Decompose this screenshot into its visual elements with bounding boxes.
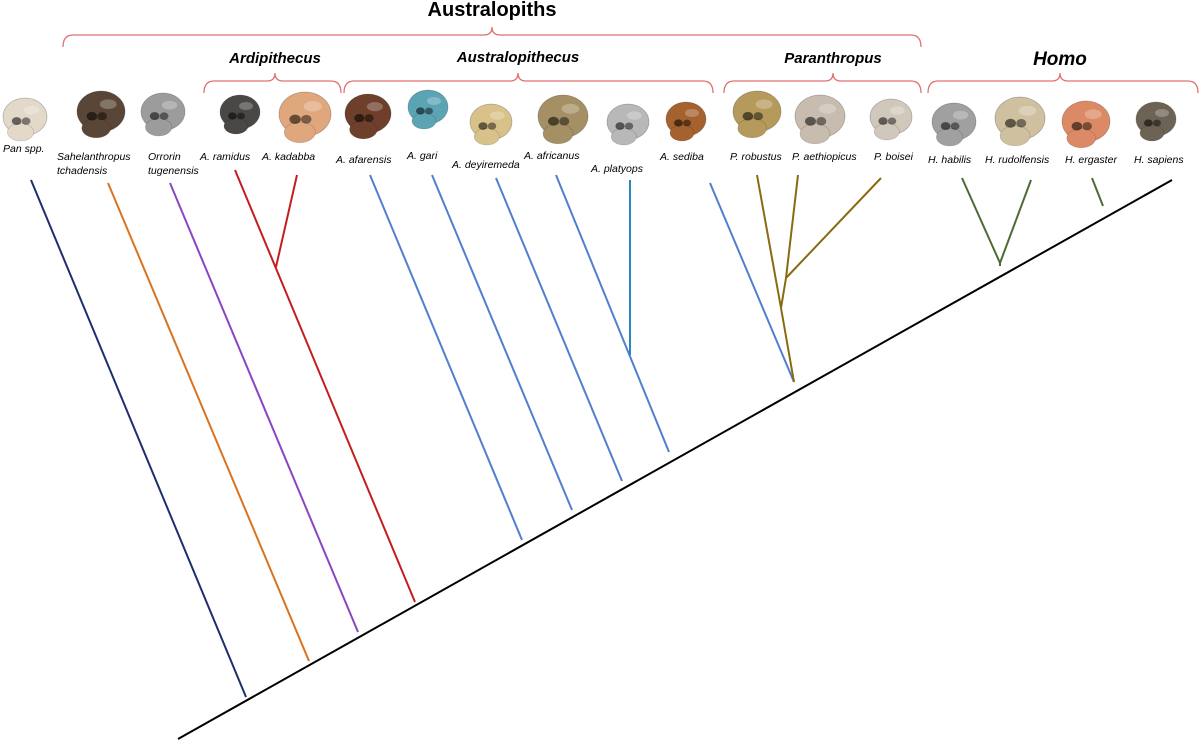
taxon-label-ergaster: H. ergaster — [1065, 154, 1117, 166]
deyiremeda-skull-icon — [469, 103, 513, 146]
branch-sahel — [107, 182, 310, 662]
boisei-skull-icon — [869, 98, 913, 141]
platyops-skull-icon — [606, 103, 650, 146]
rudolfensis-skull-icon — [994, 96, 1046, 147]
trunk-line — [177, 179, 1173, 740]
australopithecus-bracket — [343, 72, 714, 94]
branch-paranthropus-node — [780, 277, 787, 309]
group-labels: Australopiths Ardipithecus Australopithe… — [228, 0, 1087, 70]
branch-aethiopicus — [785, 174, 799, 279]
taxon-label-gari: A. gari — [406, 150, 438, 162]
africanus-skull-icon — [537, 94, 589, 145]
paranthropus-bracket — [723, 72, 922, 94]
taxon-label-sahel: Sahelanthropus tchadensis — [57, 151, 131, 177]
branch-afarensis — [369, 174, 523, 541]
taxon-label-rudolfensis: H. rudolfensis — [985, 154, 1050, 166]
sahel-skull-icon — [76, 90, 126, 139]
branch-ramidus — [234, 169, 416, 603]
kadabba-skull-icon — [278, 91, 332, 144]
group-brackets — [62, 26, 1199, 94]
pan-skull-icon — [2, 97, 48, 142]
taxon-label-pan: Pan spp. — [3, 143, 44, 155]
branch-ergaster — [1091, 177, 1104, 207]
taxon-label-deyiremeda: A. deyiremeda — [451, 159, 520, 171]
taxon-label-afarensis: A. afarensis — [335, 154, 392, 166]
orrorin-skull-icon — [140, 92, 186, 137]
australopiths-label: Australopiths — [428, 0, 557, 21]
branch-paranthropus-stem — [780, 307, 795, 383]
branch-kadabba — [275, 174, 298, 268]
taxon-label-aethiopicus: P. aethiopicus — [792, 151, 857, 163]
ergaster-skull-icon — [1061, 100, 1111, 149]
branch-sediba — [709, 182, 795, 383]
aethiopicus-skull-icon — [794, 94, 846, 145]
paranthropus-label: Paranthropus — [784, 50, 882, 67]
taxon-label-platyops: A. platyops — [590, 163, 644, 175]
branches — [30, 169, 1173, 740]
australopiths-bracket — [62, 26, 922, 48]
homo-label: Homo — [1033, 49, 1087, 70]
sediba-skull-icon — [665, 101, 707, 142]
branch-deyiremeda — [495, 177, 623, 482]
branch-rudolfensis — [999, 179, 1032, 264]
taxon-label-boisei: P. boisei — [874, 151, 914, 163]
taxon-label-robustus: P. robustus — [730, 151, 783, 163]
taxon-label-habilis: H. habilis — [928, 154, 972, 166]
branch-africanus — [555, 174, 670, 453]
taxon-label-africanus: A. africanus — [523, 150, 580, 162]
australopithecus-label: Australopithecus — [456, 49, 580, 66]
taxon-label-sapiens: H. sapiens — [1134, 154, 1184, 166]
robustus-skull-icon — [732, 90, 782, 139]
sapiens-skull-icon — [1135, 101, 1177, 142]
homo-bracket — [927, 72, 1199, 94]
habilis-skull-icon — [931, 102, 977, 147]
ardipithecus-bracket — [203, 72, 342, 94]
skull-images — [2, 89, 1177, 149]
taxon-label-sediba: A. sediba — [659, 151, 704, 163]
branch-pan — [30, 179, 247, 698]
gari-skull-icon — [407, 89, 449, 130]
branch-robustus — [756, 174, 782, 309]
branch-habilis — [961, 177, 1001, 264]
branch-gari — [431, 174, 573, 511]
ardipithecus-label: Ardipithecus — [228, 50, 321, 67]
taxon-label-orrorin: Orrorin tugenensis — [148, 151, 200, 177]
branch-boisei — [785, 177, 882, 279]
branch-orrorin — [169, 182, 359, 633]
afarensis-skull-icon — [344, 93, 392, 140]
taxon-labels: Pan spp. Sahelanthropus tchadensis Orrorin t… — [3, 143, 1184, 177]
taxon-label-ramidus: A. ramidus — [199, 151, 251, 163]
ramidus-skull-icon — [219, 94, 261, 135]
taxon-label-kadabba: A. kadabba — [261, 151, 315, 163]
